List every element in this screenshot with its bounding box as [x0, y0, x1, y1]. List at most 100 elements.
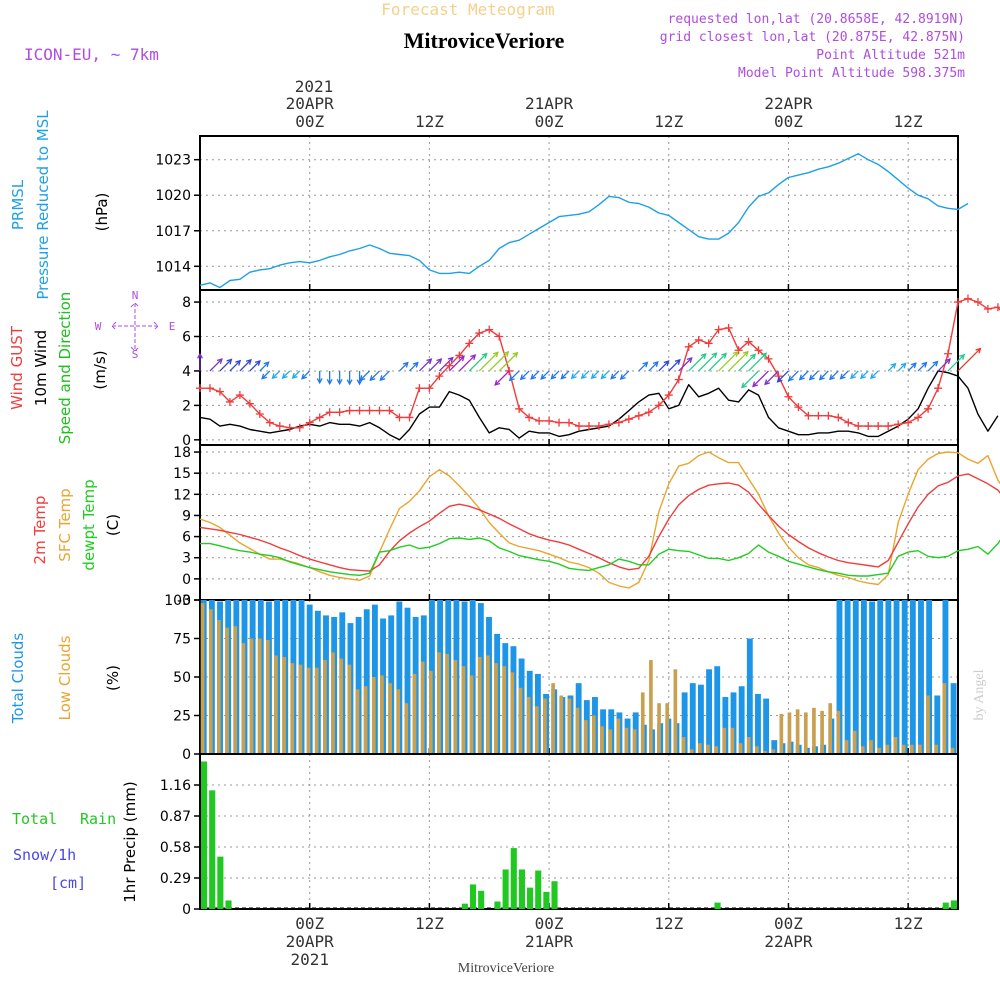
wind-ytick-label: 6 — [182, 330, 191, 346]
low-cloud-bar — [453, 660, 458, 754]
low-cloud-bar — [893, 737, 898, 754]
bottom-time-label: 21APR — [525, 932, 574, 951]
wind-arrow — [829, 370, 839, 380]
gust-marker — [864, 422, 873, 431]
requested-location: requested lon,lat (20.8658E, 42.8919N) — [668, 12, 965, 27]
wind-arrow-head — [235, 359, 242, 366]
temp-ytick-label: 0 — [182, 572, 191, 588]
low-cloud-bar — [241, 643, 246, 754]
wind-arrow-head — [216, 358, 223, 365]
low-cloud-bar — [266, 640, 270, 754]
top-time-label: 12Z — [654, 112, 683, 131]
wind-arrow-head — [750, 353, 757, 360]
gust-marker — [714, 325, 723, 334]
wind-arrow-head — [761, 352, 768, 359]
bottom-time-label: 00Z — [295, 914, 324, 933]
gust-marker — [983, 304, 992, 313]
top-time-label: 00Z — [295, 112, 324, 131]
wind-arrow-head — [741, 382, 747, 389]
location-title: MitroviceVeriore — [404, 28, 565, 53]
gust-marker — [993, 303, 1000, 312]
wind-arrow-head — [346, 379, 353, 386]
gust-marker — [375, 406, 384, 415]
gust-marker — [894, 420, 903, 429]
wind-arrow — [752, 370, 769, 387]
low-cloud-bar — [624, 727, 629, 754]
gust-marker — [425, 384, 434, 393]
wind-arrow-head — [700, 353, 707, 359]
total-cloud-bar — [355, 616, 362, 754]
pressure-ytick-label: 1020 — [155, 188, 191, 204]
wind-arrow — [571, 370, 580, 379]
low-cloud-bar — [657, 703, 661, 754]
wind-arrow — [540, 370, 550, 380]
wind-arrow — [957, 348, 981, 372]
wind-arrow — [379, 370, 390, 381]
wind-arrow — [418, 358, 432, 372]
low-cloud-bar — [820, 710, 824, 754]
low-cloud-bar — [738, 743, 743, 754]
gust-marker — [385, 406, 394, 415]
wind-arrow-head — [197, 352, 203, 359]
low-cloud-bar — [461, 666, 466, 754]
cloud-panel: 0 25 50 75 100 — [164, 593, 959, 763]
low-cloud-bar — [217, 620, 221, 754]
panels: 101410171020102302468-303691215180255075… — [155, 135, 1000, 918]
gust-marker — [744, 337, 753, 346]
wind-arrow — [620, 370, 630, 380]
low-cloud-bar — [877, 747, 881, 754]
low-cloud-bar — [225, 627, 229, 754]
pressure-labels: PRMSL Pressure Reduced to MSL (hPa) — [9, 110, 111, 300]
wind-arrow — [860, 370, 869, 379]
precip-unit-label: 1hr Precip (mm) — [121, 781, 139, 902]
wind-arrow — [668, 359, 681, 372]
low-cloud-bar — [836, 710, 841, 754]
gust-marker — [604, 420, 613, 429]
total-cloud-bar — [722, 697, 729, 754]
temp-panel: -3 0 3 6 9 12 15 18 — [173, 444, 1000, 609]
low-cloud-bar — [543, 698, 547, 754]
cloud-labels: Total Clouds Low Clouds (%) — [9, 633, 122, 725]
gust-marker — [225, 397, 234, 406]
gust-marker — [784, 392, 793, 401]
wind-arrow — [229, 360, 241, 372]
wind-arrow — [468, 353, 488, 372]
wind-arrow — [438, 357, 454, 372]
low-cloud-bar — [673, 669, 678, 754]
gust-marker — [724, 323, 733, 332]
top-time-label: 22APR — [764, 94, 813, 113]
precip-bar — [950, 900, 957, 909]
wind-arrow-head — [494, 379, 501, 386]
wind-arrow — [748, 352, 767, 372]
bottom-time-label: 2021 — [290, 950, 329, 969]
gust-marker — [794, 403, 803, 412]
wind-arrow-head — [580, 373, 587, 380]
low-cloud-bar — [469, 675, 474, 754]
wind-arrow — [494, 370, 510, 386]
compass-north: N — [132, 289, 139, 302]
footer-location: MitroviceVeriore — [458, 961, 554, 976]
wind-arrow — [777, 370, 789, 383]
wind-arrow-head — [316, 378, 323, 385]
low-cloud-bar — [681, 737, 686, 754]
precip-bar — [461, 903, 468, 909]
precip-ytick-label: 0 — [182, 902, 191, 918]
low-cloud-bar — [771, 749, 776, 754]
low-cloud-bar — [706, 744, 710, 754]
low-cloud-bar — [665, 703, 670, 754]
wind-arrow — [498, 352, 518, 372]
gust-marker — [944, 349, 953, 358]
compass-south: S — [132, 348, 139, 361]
wind-arrow — [870, 370, 879, 379]
gust-marker — [285, 423, 294, 432]
precip-bar — [209, 790, 216, 909]
wind-arrow — [738, 353, 756, 372]
low-cloud-bar — [306, 667, 311, 754]
wind-arrow — [249, 360, 261, 372]
low-cloud-bar — [942, 683, 947, 754]
pressure-ytick-label: 1017 — [155, 224, 191, 240]
gust-marker — [205, 384, 214, 393]
gust-marker — [505, 366, 514, 375]
gust-marker — [844, 418, 853, 427]
temp-sfc-line — [199, 451, 1000, 589]
